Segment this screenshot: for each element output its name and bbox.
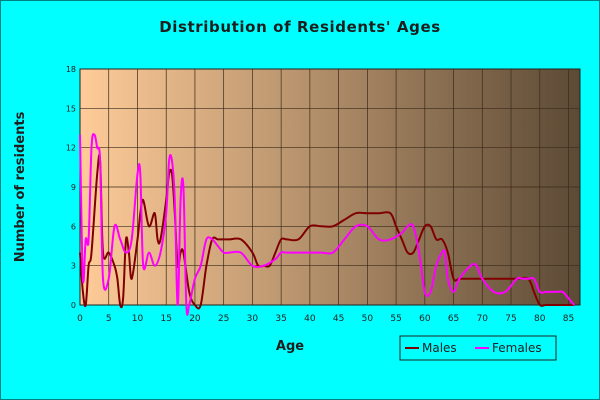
chart-title: Distribution of Residents' Ages <box>159 18 441 36</box>
x-tick-label: 65 <box>448 314 459 324</box>
x-tick-label: 75 <box>505 314 516 324</box>
y-tick-label: 6 <box>71 222 76 231</box>
x-tick-label: 25 <box>218 314 229 324</box>
x-tick-label: 30 <box>247 314 259 324</box>
series-line-females <box>79 133 576 316</box>
x-tick-label: 5 <box>106 314 112 324</box>
legend-box <box>399 335 557 361</box>
x-tick-label: 20 <box>189 314 201 324</box>
y-tick-label: 0 <box>71 301 76 310</box>
x-tick-label: 80 <box>534 314 546 324</box>
x-tick-label: 45 <box>333 314 344 324</box>
x-tick-label: 40 <box>304 314 316 324</box>
y-tick-label: 15 <box>66 104 76 113</box>
x-tick-label: 0 <box>77 314 83 324</box>
legend-females-label: Females <box>492 341 542 355</box>
x-tick-label: 70 <box>477 314 489 324</box>
x-tick-label: 50 <box>362 314 374 324</box>
x-axis-ticks: 0 5 10 15 20 25 30 35 40 45 50 55 60 65 70 75 80 85 <box>77 314 574 324</box>
y-axis-label: Number of residents <box>13 111 28 262</box>
y-tick-label: 3 <box>71 262 76 271</box>
y-tick-label: 9 <box>71 183 76 192</box>
y-tick-label: 18 <box>66 65 76 74</box>
series-lines <box>79 133 576 316</box>
x-tick-label: 35 <box>275 314 286 324</box>
y-axis-ticks: 0 3 6 9 12 15 18 <box>66 65 76 310</box>
series-line-males <box>79 154 575 310</box>
x-tick-label: 55 <box>390 314 401 324</box>
legend: Males Females <box>399 335 557 361</box>
legend-males-label: Males <box>422 341 457 355</box>
x-tick-label: 85 <box>563 314 574 324</box>
x-tick-label: 10 <box>132 314 144 324</box>
x-axis-label: Age <box>276 339 304 354</box>
y-tick-label: 12 <box>66 144 76 153</box>
x-tick-label: 15 <box>160 314 171 324</box>
x-tick-label: 60 <box>419 314 431 324</box>
